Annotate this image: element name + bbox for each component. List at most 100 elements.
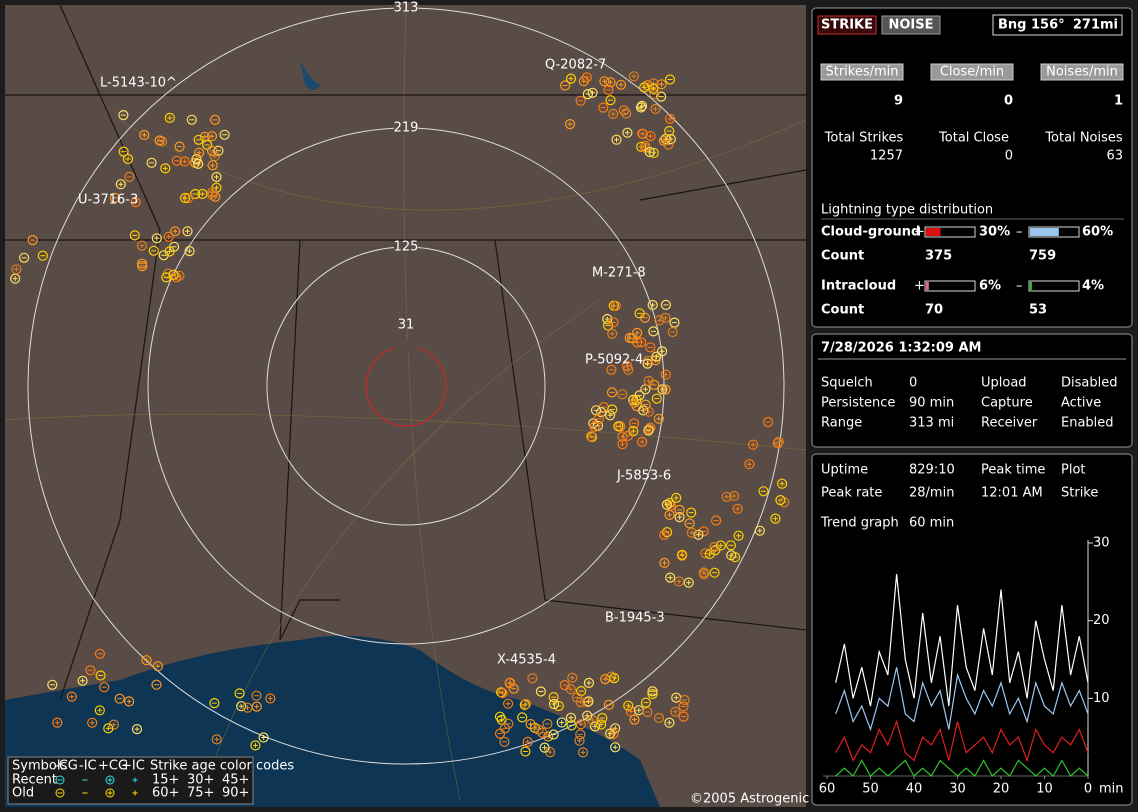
- strike-symbol: [721, 491, 732, 502]
- rate-button[interactable]: [820, 63, 904, 81]
- strike-button[interactable]: [817, 15, 877, 35]
- strike-symbol: [77, 675, 88, 686]
- state-border: [279, 599, 340, 641]
- bearing: Bng 156°: [998, 18, 1065, 33]
- strike-symbol: [160, 163, 171, 174]
- strike-sign: [12, 276, 18, 282]
- strike-sign: [528, 721, 534, 727]
- strike-sign: [651, 80, 656, 86]
- strike-sign: [182, 195, 188, 201]
- strike-symbol: [628, 71, 640, 82]
- strike-symbol: [602, 313, 613, 325]
- strike-symbol: [19, 252, 30, 263]
- type-label: Intracloud: [821, 279, 896, 294]
- stat: Plot: [1061, 463, 1086, 478]
- ring-label: 31: [398, 318, 415, 333]
- strike-symbol: [665, 572, 676, 583]
- strike-sign: [584, 713, 590, 719]
- strike-symbol: [636, 436, 648, 447]
- strike-symbol: [651, 351, 662, 362]
- rate-button[interactable]: [1040, 63, 1124, 81]
- bar-track: [924, 226, 976, 238]
- strike-symbol: [595, 719, 607, 730]
- strike-symbol: [628, 418, 640, 429]
- strike-symbol: [152, 661, 163, 672]
- strike-sign: [724, 494, 730, 500]
- storm-label: J-5853-6: [616, 469, 671, 484]
- strike-symbol: [565, 712, 577, 723]
- strike-symbol: [151, 679, 162, 690]
- strike-sign: [154, 235, 160, 241]
- strike-symbol: [520, 746, 531, 757]
- strike-sign: [139, 243, 145, 249]
- noise-button[interactable]: [881, 15, 941, 35]
- trend-line: [835, 759, 1089, 777]
- strike-symbol: [494, 728, 506, 739]
- strike-symbol: [640, 697, 652, 708]
- strike-symbol: [733, 530, 744, 541]
- strike-sign: [569, 675, 575, 681]
- strike-symbol: [535, 686, 547, 697]
- strike-symbol: [644, 146, 655, 158]
- strike-symbol: [671, 492, 682, 503]
- highway: [199, 299, 601, 801]
- legend-header: +IC: [121, 759, 145, 774]
- ring-label-bg: [394, 340, 418, 352]
- strike-sign: [634, 330, 640, 336]
- type-label: Cloud-ground: [821, 225, 920, 240]
- stat: Peak time: [981, 463, 1045, 478]
- strike-symbol: [647, 688, 658, 700]
- strike-symbol: [645, 422, 656, 433]
- age-code: 75+: [187, 786, 214, 801]
- strike-symbol: [148, 245, 159, 256]
- storm-label: X-4535-4: [497, 653, 556, 668]
- strike-symbol: [604, 728, 616, 739]
- legend-sign: [107, 790, 113, 796]
- strike-symbol: [99, 682, 110, 693]
- strike-sign: [69, 694, 75, 700]
- strike-sign: [636, 707, 642, 713]
- strike-symbol: [656, 346, 668, 357]
- age-code: 90+: [222, 786, 249, 801]
- strike-sign: [772, 516, 778, 522]
- bar-track: [924, 280, 976, 292]
- strike-symbol: [559, 80, 571, 91]
- strike-sign: [676, 579, 682, 584]
- strike-symbol: [762, 416, 774, 428]
- strike-symbol: [520, 698, 532, 710]
- strike-symbol: [519, 699, 530, 711]
- strike-symbol: [174, 141, 185, 152]
- strike-symbol: [114, 693, 125, 704]
- strike-symbol: [679, 694, 690, 706]
- percent-bar: [926, 282, 929, 290]
- strike-symbol: [602, 320, 614, 331]
- strike-sign: [624, 130, 630, 136]
- strike-sign: [97, 707, 103, 713]
- strike-symbol: [613, 421, 624, 432]
- strike-symbol: [660, 312, 671, 323]
- strike-symbol: [603, 699, 614, 711]
- strike-symbol: [586, 431, 598, 443]
- rate-button[interactable]: [930, 63, 1014, 81]
- strike-sign: [245, 705, 250, 711]
- strike-sign: [656, 416, 662, 422]
- strike-symbol: [52, 717, 63, 728]
- strike-symbol: [191, 153, 202, 165]
- strike-sign: [646, 378, 652, 384]
- plus-sign: +: [914, 279, 925, 294]
- strike-symbol: [87, 717, 98, 728]
- count-label: Count: [821, 249, 864, 264]
- y-tick-label: 10: [1093, 691, 1110, 706]
- strike-symbol: [567, 672, 578, 683]
- strike-symbol: [635, 102, 647, 113]
- strike-symbol: [174, 270, 185, 281]
- strike-sign: [202, 134, 208, 140]
- strike-sign: [586, 698, 591, 704]
- strike-symbol: [151, 233, 162, 244]
- storm-label: B-1945-3: [605, 611, 665, 626]
- storm-label: L-5143-10^: [100, 76, 177, 91]
- strike-sign: [267, 696, 273, 701]
- strike-symbol: [27, 235, 38, 246]
- strike-symbol: [606, 387, 618, 398]
